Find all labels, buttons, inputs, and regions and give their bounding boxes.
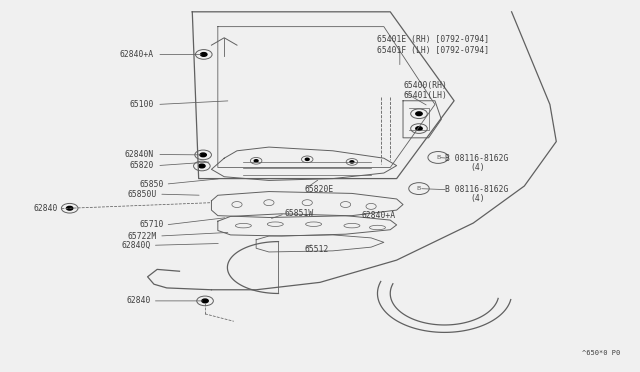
Text: 65850: 65850 bbox=[139, 180, 164, 189]
Text: B: B bbox=[436, 155, 440, 160]
Text: 65850U: 65850U bbox=[128, 190, 157, 199]
Text: 65820: 65820 bbox=[129, 161, 154, 170]
Text: 65710: 65710 bbox=[139, 221, 164, 230]
Text: 65401(LH): 65401(LH) bbox=[403, 91, 447, 100]
Text: B 08116-8162G: B 08116-8162G bbox=[445, 154, 508, 163]
Text: 65512: 65512 bbox=[304, 244, 328, 253]
Text: 62840N: 62840N bbox=[125, 150, 154, 159]
Text: 65401F (LH) [0792-0794]: 65401F (LH) [0792-0794] bbox=[378, 46, 490, 55]
Text: 65820E: 65820E bbox=[304, 185, 333, 194]
Text: 62840Q: 62840Q bbox=[122, 241, 151, 250]
Circle shape bbox=[350, 161, 354, 163]
Text: 65100: 65100 bbox=[129, 100, 154, 109]
Text: (4): (4) bbox=[470, 163, 484, 172]
Circle shape bbox=[416, 127, 422, 131]
Text: 62840+A: 62840+A bbox=[120, 50, 154, 59]
Text: 62840+A: 62840+A bbox=[362, 211, 396, 220]
Circle shape bbox=[202, 299, 208, 303]
Circle shape bbox=[416, 112, 422, 116]
Text: B 08116-8162G: B 08116-8162G bbox=[445, 185, 508, 194]
Circle shape bbox=[305, 158, 309, 160]
Circle shape bbox=[254, 160, 258, 162]
Text: 65401E (RH) [0792-0794]: 65401E (RH) [0792-0794] bbox=[378, 35, 490, 44]
Circle shape bbox=[198, 164, 205, 168]
Circle shape bbox=[200, 52, 207, 56]
Text: 62840: 62840 bbox=[126, 296, 151, 305]
Text: B: B bbox=[417, 186, 421, 191]
Circle shape bbox=[200, 153, 206, 157]
Circle shape bbox=[67, 206, 73, 210]
Text: 65851W: 65851W bbox=[285, 209, 314, 218]
Text: (4): (4) bbox=[470, 195, 484, 203]
Text: ^650*0 P0: ^650*0 P0 bbox=[582, 350, 620, 356]
Text: 65722M: 65722M bbox=[128, 231, 157, 241]
Text: 62840: 62840 bbox=[34, 204, 58, 213]
Text: 65400(RH): 65400(RH) bbox=[403, 81, 447, 90]
